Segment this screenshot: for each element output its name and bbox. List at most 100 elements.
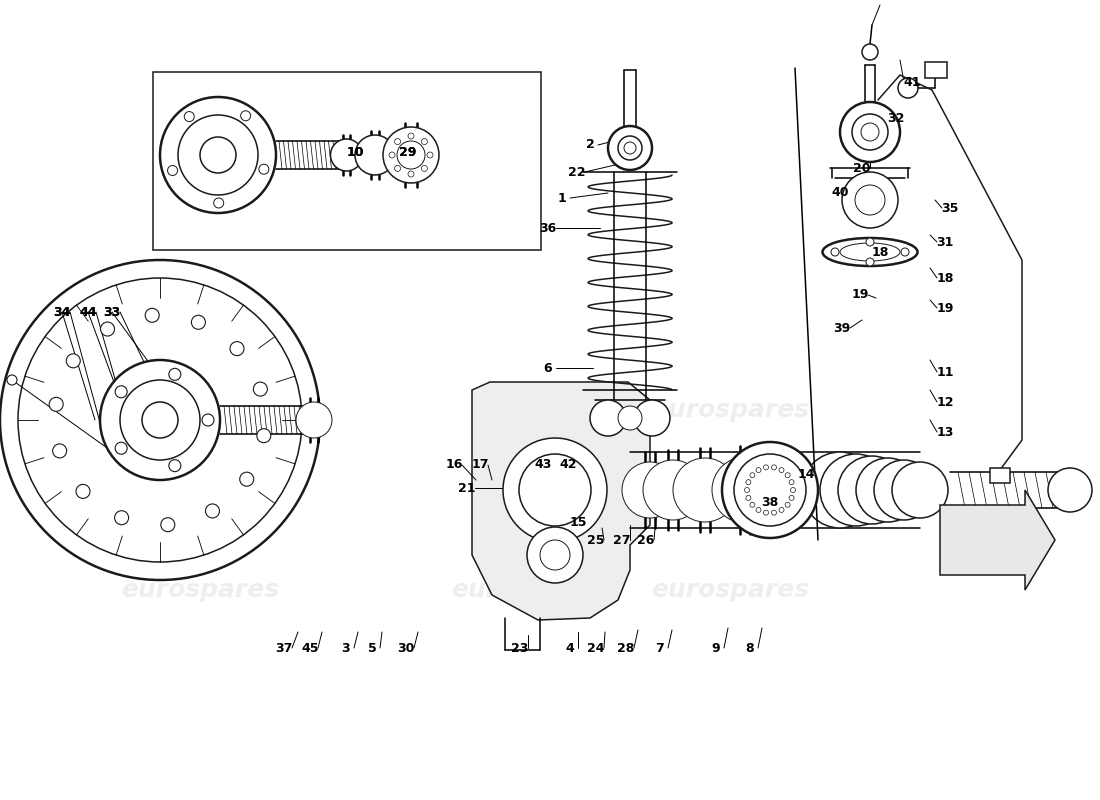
- Circle shape: [820, 454, 892, 526]
- Bar: [153, 72, 541, 250]
- Circle shape: [408, 133, 414, 139]
- Text: 21: 21: [459, 482, 475, 494]
- Circle shape: [355, 135, 395, 175]
- Circle shape: [427, 152, 433, 158]
- Circle shape: [855, 185, 886, 215]
- Circle shape: [200, 137, 236, 173]
- Circle shape: [722, 442, 818, 538]
- Circle shape: [253, 382, 267, 396]
- Text: 34: 34: [53, 306, 70, 318]
- Circle shape: [18, 278, 303, 562]
- Circle shape: [202, 414, 215, 426]
- Circle shape: [838, 456, 906, 524]
- Text: 14: 14: [798, 469, 815, 482]
- Text: 26: 26: [637, 534, 654, 546]
- Circle shape: [830, 248, 839, 256]
- Polygon shape: [472, 382, 650, 620]
- Circle shape: [771, 510, 777, 515]
- Circle shape: [901, 248, 909, 256]
- Text: 20: 20: [854, 162, 871, 174]
- Text: 34: 34: [53, 306, 70, 318]
- Text: 4: 4: [565, 642, 574, 654]
- Circle shape: [168, 460, 180, 472]
- Text: 18: 18: [936, 271, 954, 285]
- Circle shape: [296, 402, 332, 438]
- Circle shape: [785, 502, 790, 507]
- Text: 42: 42: [559, 458, 576, 471]
- Text: 44: 44: [79, 306, 97, 318]
- Circle shape: [540, 540, 570, 570]
- Circle shape: [746, 495, 751, 500]
- Circle shape: [712, 457, 778, 523]
- Circle shape: [167, 166, 177, 175]
- Circle shape: [527, 527, 583, 583]
- Circle shape: [856, 458, 920, 522]
- Circle shape: [862, 44, 878, 60]
- Circle shape: [634, 400, 670, 436]
- Circle shape: [383, 127, 439, 183]
- Circle shape: [590, 400, 626, 436]
- Text: 29: 29: [399, 146, 417, 158]
- Text: 38: 38: [761, 495, 779, 509]
- Text: 28: 28: [617, 642, 635, 654]
- Circle shape: [874, 460, 934, 520]
- Circle shape: [160, 97, 276, 213]
- Text: 41: 41: [903, 75, 921, 89]
- Bar: [990, 468, 1010, 483]
- Circle shape: [503, 438, 607, 542]
- Circle shape: [745, 487, 749, 493]
- Circle shape: [771, 465, 777, 470]
- Circle shape: [866, 238, 874, 246]
- Text: 16: 16: [446, 458, 463, 471]
- Circle shape: [421, 138, 428, 145]
- Circle shape: [785, 473, 790, 478]
- Text: 45: 45: [301, 642, 319, 654]
- Circle shape: [395, 166, 400, 171]
- Text: 8: 8: [746, 642, 755, 654]
- Circle shape: [624, 142, 636, 154]
- Circle shape: [608, 126, 652, 170]
- Text: eurospares: eurospares: [121, 578, 279, 602]
- Circle shape: [397, 141, 425, 169]
- Circle shape: [746, 480, 751, 485]
- Text: 3: 3: [342, 642, 350, 654]
- Circle shape: [206, 504, 220, 518]
- Polygon shape: [940, 490, 1055, 590]
- Circle shape: [789, 495, 794, 500]
- Text: 5: 5: [367, 642, 376, 654]
- Text: 30: 30: [397, 642, 415, 654]
- Text: 39: 39: [834, 322, 850, 334]
- Circle shape: [389, 152, 395, 158]
- Text: 40: 40: [832, 186, 849, 198]
- Circle shape: [53, 444, 67, 458]
- Text: eurospares: eurospares: [651, 398, 810, 422]
- Text: 23: 23: [512, 642, 529, 654]
- Circle shape: [116, 442, 128, 454]
- Circle shape: [791, 487, 795, 493]
- Circle shape: [802, 452, 878, 528]
- Text: 33: 33: [103, 306, 121, 318]
- Circle shape: [230, 342, 244, 356]
- Circle shape: [76, 484, 90, 498]
- Text: 10: 10: [346, 146, 364, 158]
- Text: eurospares: eurospares: [451, 578, 609, 602]
- Text: 27: 27: [614, 534, 630, 546]
- Text: 24: 24: [587, 642, 605, 654]
- Circle shape: [779, 507, 784, 513]
- Circle shape: [395, 138, 400, 145]
- Circle shape: [644, 460, 703, 520]
- Circle shape: [7, 375, 16, 385]
- Text: 35: 35: [942, 202, 959, 214]
- Circle shape: [120, 380, 200, 460]
- Ellipse shape: [840, 243, 900, 261]
- Text: 37: 37: [275, 642, 293, 654]
- Circle shape: [789, 480, 794, 485]
- Circle shape: [756, 467, 761, 473]
- Circle shape: [898, 78, 918, 98]
- Circle shape: [519, 454, 591, 526]
- Text: 32: 32: [888, 111, 904, 125]
- Text: 13: 13: [936, 426, 954, 438]
- Bar: [925, 62, 947, 78]
- Circle shape: [421, 166, 428, 171]
- Circle shape: [842, 172, 898, 228]
